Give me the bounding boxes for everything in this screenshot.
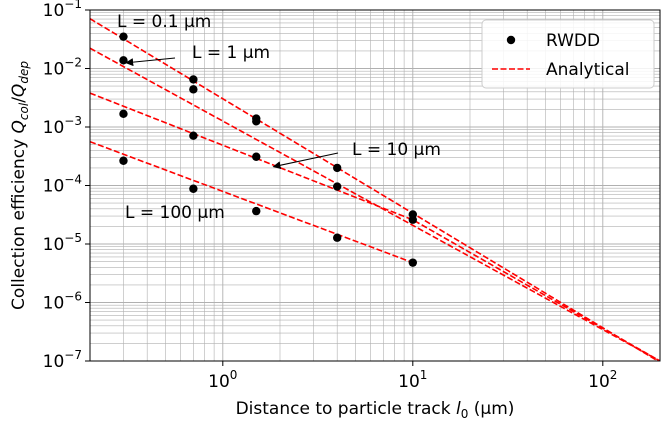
legend-marker-rwdd (506, 35, 516, 45)
y-tick-label: 10−6 (43, 290, 82, 314)
rwdd-point (119, 109, 128, 119)
legend-box (481, 19, 655, 89)
rwdd-point (252, 152, 261, 161)
analytical-lines (90, 18, 660, 361)
rwdd-point (408, 258, 418, 267)
analytical-line-L10 (90, 92, 660, 361)
rwdd-points (119, 32, 418, 267)
rwdd-point (189, 75, 198, 84)
x-tick-label: 102 (588, 368, 617, 392)
y-tick-label: 10−4 (43, 173, 82, 197)
rwdd-point (408, 215, 418, 224)
rwdd-point (189, 85, 198, 94)
rwdd-point (119, 32, 128, 41)
y-tick-label: 10−3 (43, 114, 82, 138)
x-tick-label: 101 (398, 368, 427, 392)
rwdd-point (332, 163, 342, 173)
rwdd-point (189, 184, 198, 193)
y-tick-label: 10−1 (43, 0, 82, 21)
analytical-line-L100 (90, 140, 414, 264)
x-tick-label: 100 (208, 368, 237, 392)
y-tick-label: 10−7 (43, 348, 82, 372)
rwdd-point (252, 206, 261, 216)
annotation-arrow (125, 57, 176, 67)
annotation-label: L = 100 μm (125, 203, 225, 223)
y-axis-title: Collection efficiency Qcol/Qdep (9, 61, 31, 310)
rwdd-point (189, 131, 198, 140)
annotation-arrow (272, 152, 339, 170)
rwdd-point (332, 233, 342, 242)
rwdd-point (119, 156, 128, 165)
y-tick-label: 10−2 (43, 56, 82, 80)
rwdd-point (252, 117, 261, 126)
x-axis-title: Distance to particle track l0 (μm) (236, 399, 515, 421)
analytical-line-L0.1 (90, 18, 659, 361)
legend: RWDD Analytical (481, 19, 655, 89)
annotation-label: L = 1 μm (192, 43, 270, 63)
annotation-label: L = 0.1 μm (117, 12, 211, 32)
legend-label-analytical: Analytical (546, 60, 629, 80)
annotation-label: L = 10 μm (352, 140, 441, 160)
legend-label-rwdd: RWDD (546, 31, 600, 51)
y-tick-label: 10−5 (43, 231, 82, 255)
rwdd-point (332, 182, 342, 191)
axes: 100 101 102 10−7 10−6 10−5 10−4 10−3 10−2 10−1 Dis… (9, 0, 661, 421)
annotations: L = 0.1 μm L = 1 μm L = 10 μm L = 100 μm (117, 12, 441, 223)
